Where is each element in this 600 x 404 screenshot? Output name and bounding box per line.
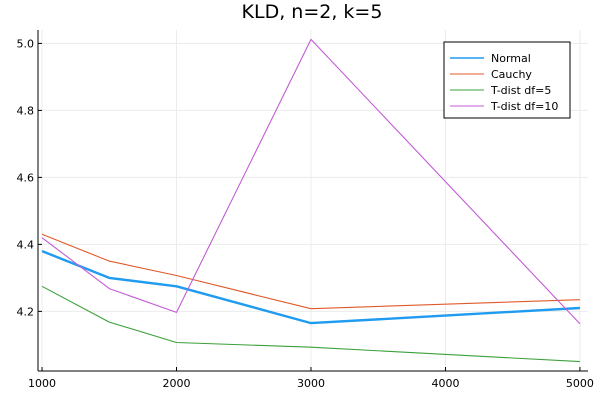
legend-label: T-dist df=10	[490, 100, 558, 113]
y-tick-label: 4.8	[17, 104, 35, 117]
legend-box	[443, 41, 571, 119]
legend-label: Normal	[491, 52, 531, 65]
legend-label: T-dist df=5	[490, 84, 551, 97]
chart-title: KLD, n=2, k=5	[242, 1, 383, 23]
legend: Normal Cauchy T-dist df=5 T-dist df=10	[443, 41, 571, 119]
y-tick-label: 4.2	[17, 305, 35, 318]
axes: 1000 2000 3000 4000 5000 4.2 4.4 4.6 4.8 5.0	[17, 30, 594, 390]
series-line-t-dist-df-10	[41, 38, 581, 325]
series-layer	[41, 38, 581, 363]
y-tick-label: 5.0	[17, 37, 35, 50]
x-tick-label: 4000	[431, 377, 459, 390]
y-tick-label: 4.4	[17, 238, 35, 251]
series-line-t-dist-df-5	[41, 285, 580, 363]
x-tick-label: 3000	[297, 377, 325, 390]
y-tick-label: 4.6	[17, 171, 35, 184]
x-tick-label: 5000	[566, 377, 594, 390]
legend-label: Cauchy	[491, 68, 532, 81]
series-line-cauchy	[41, 233, 580, 310]
series-line-normal	[41, 249, 580, 325]
x-tick-label: 2000	[163, 377, 191, 390]
x-tick-label: 1000	[28, 377, 56, 390]
